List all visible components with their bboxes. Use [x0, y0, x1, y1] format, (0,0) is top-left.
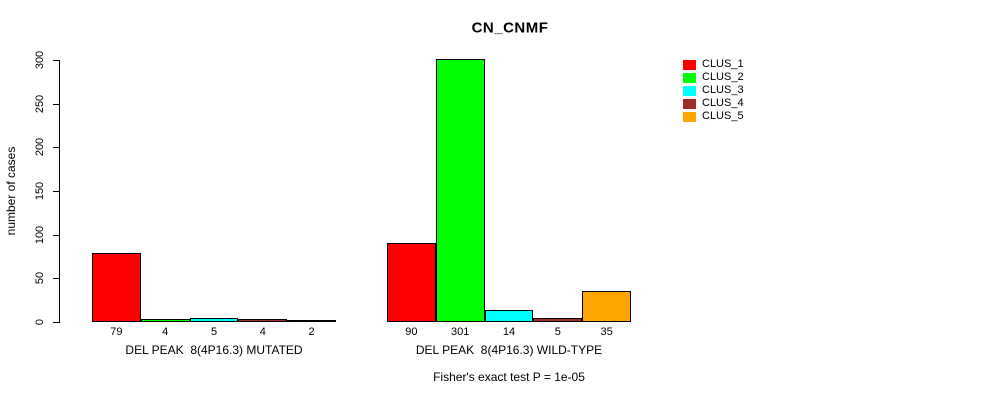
- y-tick-label: 250: [34, 94, 46, 113]
- bar-value-label: 301: [451, 326, 470, 338]
- bar-value-label: 4: [259, 326, 266, 338]
- category-label: DEL PEAK 8(4P16.3) WILD-TYPE: [415, 343, 603, 357]
- y-tick-label: 0: [34, 318, 46, 326]
- legend-item: CLUS_3: [683, 84, 744, 97]
- bar-value-label: 5: [554, 326, 561, 338]
- bar-value-label: 2: [308, 326, 315, 338]
- y-axis-label: number of cases: [4, 146, 18, 236]
- y-axis-line: [59, 60, 60, 323]
- footnote-text: Fisher's exact test P = 1e-05: [433, 370, 585, 384]
- legend-label: CLUS_1: [702, 58, 744, 70]
- legend-label: CLUS_3: [702, 84, 744, 96]
- legend-swatch: [683, 98, 696, 109]
- category-label: DEL PEAK 8(4P16.3) MUTATED: [125, 343, 303, 357]
- y-tick: [53, 234, 59, 236]
- bar-value-label: 14: [502, 326, 516, 338]
- y-tick: [53, 147, 59, 149]
- bar-value-label: 79: [110, 326, 123, 338]
- bar: [435, 59, 485, 322]
- legend-item: CLUS_1: [683, 58, 744, 71]
- legend-item: CLUS_4: [683, 97, 744, 110]
- bar: [484, 309, 534, 322]
- bar: [582, 291, 631, 322]
- y-tick: [53, 60, 59, 61]
- bar: [533, 317, 583, 322]
- bar: [238, 318, 288, 322]
- bar-value-label: 4: [162, 326, 169, 338]
- bar: [189, 317, 239, 322]
- y-tick: [53, 322, 59, 323]
- legend-label: CLUS_4: [702, 97, 744, 109]
- bar-value-label: 35: [600, 326, 613, 338]
- legend-label: CLUS_5: [702, 110, 744, 122]
- y-tick: [53, 103, 59, 105]
- legend: CLUS_1 CLUS_2 CLUS_3 CLUS_4 CLUS_5: [683, 58, 744, 123]
- legend-swatch: [683, 111, 696, 122]
- y-tick-label: 300: [34, 50, 46, 70]
- y-tick-label: 50: [34, 272, 46, 285]
- legend-swatch: [683, 72, 696, 83]
- bar: [92, 253, 141, 322]
- bar-value-label: 5: [210, 326, 218, 338]
- y-tick: [53, 191, 59, 192]
- legend-swatch: [683, 85, 696, 96]
- y-tick: [53, 278, 59, 280]
- bar: [387, 243, 436, 322]
- y-tick-label: 100: [34, 225, 46, 244]
- bar-value-label: 90: [405, 326, 418, 338]
- legend-item: CLUS_2: [683, 71, 744, 84]
- bar: [140, 318, 190, 322]
- legend-swatch: [683, 59, 696, 70]
- chart-title: CN_CNMF: [471, 19, 549, 37]
- legend-item: CLUS_5: [683, 110, 744, 123]
- y-tick-label: 200: [34, 138, 46, 157]
- legend-label: CLUS_2: [702, 71, 744, 83]
- bar: [287, 320, 336, 323]
- y-tick-label: 150: [34, 181, 46, 201]
